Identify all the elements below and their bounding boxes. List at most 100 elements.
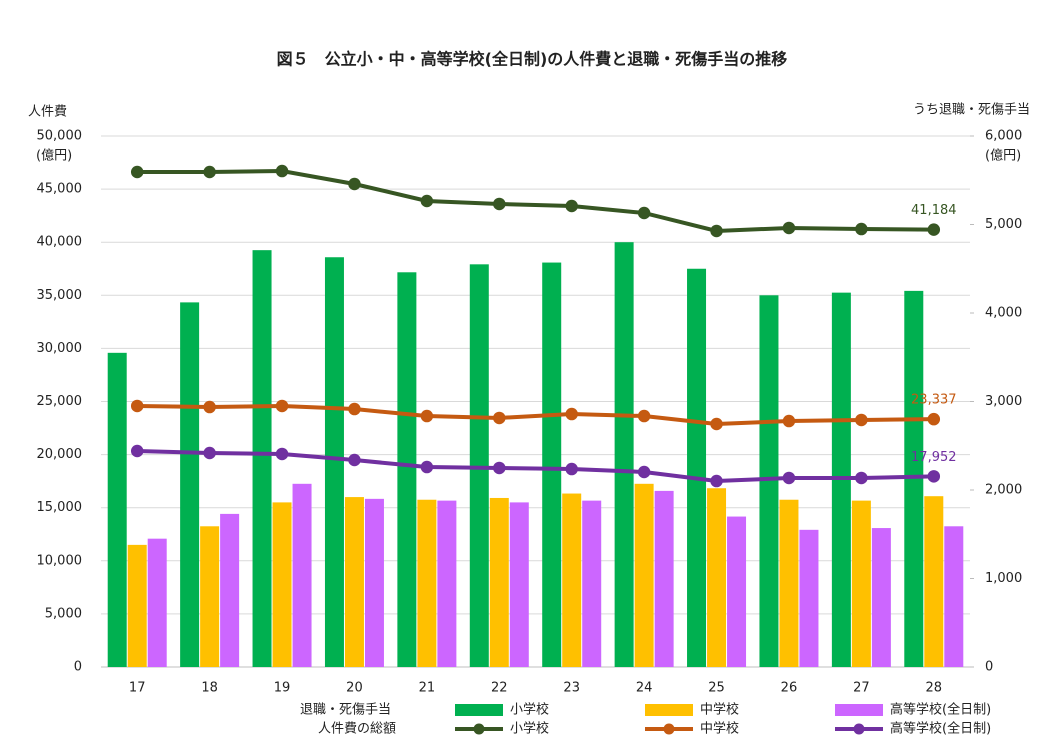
line-marker [348,453,361,467]
line-marker [710,417,723,431]
line-marker [203,400,216,414]
line-marker [130,165,144,179]
bar [614,242,634,667]
line-marker [420,460,434,474]
bar [924,496,944,667]
line [137,448,934,484]
legend-label: 高等学校(全日制) [890,721,991,737]
bar [871,528,891,667]
line-marker [855,471,868,485]
line [137,169,934,233]
line-marker [927,223,941,236]
line-marker [637,409,651,423]
y-tick-label: 50,000 [37,129,83,144]
bar [707,488,727,667]
legend-label: 高等学校(全日制) [890,702,991,718]
line-marker [565,407,578,421]
y-axis-unit: (億円) [36,148,72,164]
y-tick-label: 5,000 [45,606,82,621]
y-tick-label: 10,000 [37,553,83,568]
bar [904,290,924,667]
legend-swatch [455,704,503,716]
x-tick-label: 27 [853,681,870,696]
bar [489,497,509,667]
line-marker [203,165,216,179]
bar [324,257,344,667]
x-tick-label: 25 [708,681,725,696]
legend-swatch [835,704,883,716]
bar [180,302,200,667]
data-label: 17,952 [911,450,957,465]
legend-swatch [473,723,485,735]
legend-label: 中学校 [700,721,739,737]
bar [272,502,292,667]
chart-title: 図５ 公立小・中・高等学校(全日制)の人件費と退職・死傷手当の推移 [277,50,788,69]
bar [634,483,654,667]
x-tick-label: 23 [563,681,580,696]
y2-tick-label: 2,000 [985,483,1022,498]
bar [509,502,529,667]
y2-tick-label: 5,000 [985,217,1022,232]
legend-swatch [645,704,693,716]
legend-title: 退職・死傷手当 [300,703,391,718]
bar [851,500,871,667]
y2-axis-unit: (億円) [985,148,1021,164]
line-marker [565,462,578,476]
line-marker [493,411,506,425]
x-tick-label: 24 [636,681,653,696]
y-axis-label: 人件費 [28,105,67,120]
x-tick-label: 26 [781,681,798,696]
line-marker [855,413,868,427]
line-marker [420,194,434,208]
x-tick-label: 18 [201,681,218,696]
legend-label: 小学校 [510,721,549,737]
x-tick-label: 21 [419,681,436,696]
line-marker [782,471,796,485]
bar [437,500,457,667]
line-marker [637,465,651,479]
x-tick-label: 20 [346,681,363,696]
bar [252,250,272,668]
x-tick-label: 17 [129,681,146,696]
bar [582,500,602,667]
line-marker [348,177,361,191]
bar [147,538,167,667]
line-marker [275,447,289,461]
bar [344,497,364,667]
y-tick-label: 35,000 [37,288,83,303]
line-marker [493,461,506,475]
bar [220,513,240,667]
line [137,403,934,427]
x-tick-label: 28 [926,681,943,696]
line-marker [203,446,216,460]
bar [292,483,312,667]
legend-swatch [853,723,865,735]
y-tick-label: 45,000 [37,182,83,197]
y2-tick-label: 6,000 [985,129,1022,144]
y-tick-label: 30,000 [37,341,83,356]
line-marker [855,222,868,236]
y-tick-label: 15,000 [37,500,83,515]
line-marker [565,199,578,213]
bar [727,516,747,667]
line-marker [130,444,144,458]
y2-axis-label: うち退職・死傷手当 [913,103,1030,118]
line-marker [710,474,723,488]
legend-title: 人件費の総額 [318,722,396,737]
bar [759,295,779,667]
bar [799,529,819,667]
bar [469,264,489,667]
data-label: 23,337 [911,393,957,408]
y-tick-label: 40,000 [37,235,83,250]
line-marker [927,470,941,483]
line-marker [927,412,941,426]
y-tick-label: 20,000 [37,447,83,462]
y2-tick-label: 3,000 [985,394,1022,409]
bar [417,499,437,667]
bar [542,262,562,667]
bar [687,268,707,667]
bar [364,498,384,667]
x-tick-label: 19 [274,681,291,696]
bar [127,544,147,667]
legend-swatch [663,723,675,735]
